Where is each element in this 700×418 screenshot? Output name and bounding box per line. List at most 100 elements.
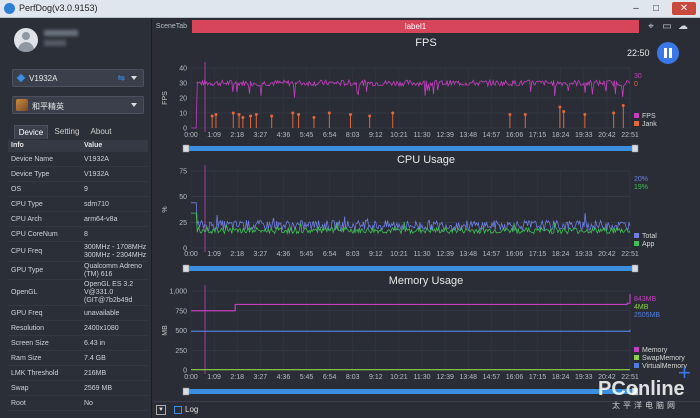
app-dropdown[interactable]: 和平精英	[12, 96, 144, 114]
x-tick-label: 10:21	[390, 251, 408, 258]
legend-swatch	[634, 347, 639, 352]
series-current-value: 843MB	[634, 296, 657, 303]
series-current-value: 4MB	[634, 304, 649, 311]
info-key: CPU Type	[11, 200, 43, 208]
memory-series-line	[191, 294, 631, 312]
x-tick-label: 14:57	[483, 251, 501, 258]
watermark-brand: PConline	[598, 378, 685, 400]
avatar[interactable]	[14, 28, 38, 52]
x-tick-label: 4:36	[277, 374, 291, 381]
legend-swatch	[634, 233, 639, 238]
info-value: 300MHz - 1708MHz 300MHz - 2304MHz	[84, 244, 147, 259]
x-tick-label: 8:03	[346, 132, 360, 139]
y-tick-label: 500	[175, 328, 187, 335]
maximize-button[interactable]: □	[652, 3, 660, 14]
scene-tab[interactable]: SceneTab	[155, 23, 188, 30]
location-icon[interactable]: ⌖	[648, 21, 654, 32]
info-key: LMK Threshold	[11, 369, 59, 377]
scroll-handle-right	[631, 144, 639, 153]
table-header: Info Value	[8, 140, 148, 152]
x-tick-label: 13:48	[459, 374, 477, 381]
legend-swatch	[634, 241, 639, 246]
folder-icon[interactable]: ▭	[662, 21, 672, 32]
info-value: No	[84, 399, 93, 407]
jank-point	[562, 110, 566, 113]
expand-icon[interactable]: ▼	[156, 405, 166, 415]
jank-point	[291, 111, 295, 115]
userid-blurred	[44, 40, 66, 46]
log-checkbox[interactable]	[174, 406, 182, 414]
jank-point	[254, 113, 258, 116]
jank-point	[523, 113, 527, 116]
x-tick-label: 9:12	[369, 251, 383, 258]
info-key: Device Type	[11, 170, 50, 178]
info-value: 6.43 in	[84, 339, 106, 347]
info-key: Resolution	[11, 324, 45, 332]
usb-icon: ⇋	[117, 73, 125, 83]
x-tick-label: 22:51	[621, 374, 639, 381]
chart-title: Memory Usage	[389, 275, 464, 287]
x-tick-label: 18:24	[552, 251, 570, 258]
x-tick-label: 11:30	[414, 374, 431, 381]
legend-label: Memory	[642, 347, 668, 354]
jank-point	[583, 113, 587, 116]
info-value: 8	[84, 230, 88, 238]
x-tick-label: 10:21	[390, 132, 408, 139]
game-icon	[16, 99, 28, 111]
legend-label: App	[642, 241, 655, 248]
table-row: OS 9	[8, 182, 148, 197]
series-current-value: 20%	[634, 176, 648, 183]
x-tick-label: 9:12	[369, 374, 383, 381]
chevron-down-icon	[131, 76, 137, 80]
x-tick-label: 5:45	[300, 251, 314, 258]
x-tick-label: 5:45	[300, 132, 314, 139]
x-tick-label: 14:57	[483, 132, 501, 139]
x-tick-label: 13:48	[459, 132, 477, 139]
tab-about[interactable]: About	[90, 127, 112, 136]
scroll-handle-left	[182, 144, 190, 153]
table-row: CPU CoreNum 8	[8, 227, 148, 242]
info-key: Root	[11, 399, 26, 407]
x-tick-label: 20:42	[598, 132, 616, 139]
jank-point	[558, 105, 562, 109]
label-bar[interactable]: label1	[192, 20, 639, 33]
x-tick-label: 12:39	[436, 374, 454, 381]
cloud-icon[interactable]: ☁	[678, 21, 688, 32]
info-header-value: Value	[84, 142, 103, 149]
pause-button[interactable]	[657, 42, 679, 64]
jank-point	[612, 111, 616, 115]
x-tick-label: 2:18	[230, 374, 244, 381]
table-row: CPU Arch arm64-v8a	[8, 212, 148, 227]
series-line	[191, 202, 631, 232]
table-row: LMK Threshold 216MB	[8, 366, 148, 381]
x-tick-label: 0:00	[184, 251, 198, 258]
device-dropdown-label: V1932A	[29, 74, 58, 83]
device-dropdown[interactable]: V1932A ⇋	[12, 69, 144, 87]
x-tick-label: 17:15	[529, 374, 547, 381]
x-tick-label: 19:33	[575, 251, 593, 258]
jank-point	[312, 116, 316, 119]
title-bar: PerfDog(v3.0.9153) – □ ✕	[0, 0, 700, 18]
app-title: PerfDog(v3.0.9153)	[19, 3, 98, 13]
jank-point	[297, 113, 301, 116]
x-tick-label: 14:57	[483, 374, 501, 381]
x-tick-label: 11:30	[414, 251, 431, 258]
legend-swatch	[634, 363, 639, 368]
add-chart-button[interactable]: +	[678, 360, 691, 385]
scroll-handle-right	[631, 264, 639, 273]
info-key: OpenGL	[11, 289, 38, 296]
info-value: sdm710	[84, 200, 109, 208]
close-button[interactable]: ✕	[672, 2, 696, 15]
x-tick-label: 4:36	[277, 132, 291, 139]
y-tick-label: 250	[175, 348, 187, 355]
minimize-button[interactable]: –	[633, 3, 639, 14]
series-current-value: 30	[634, 73, 642, 80]
x-tick-label: 3:27	[254, 374, 268, 381]
app-logo-icon	[4, 3, 15, 14]
tab-device[interactable]: Device	[14, 125, 48, 139]
scroll-handle-right	[631, 387, 639, 396]
jank-point	[508, 113, 512, 116]
tab-setting[interactable]: Setting	[54, 127, 80, 136]
x-tick-label: 0:00	[184, 132, 198, 139]
series-current-value: 19%	[634, 184, 648, 191]
